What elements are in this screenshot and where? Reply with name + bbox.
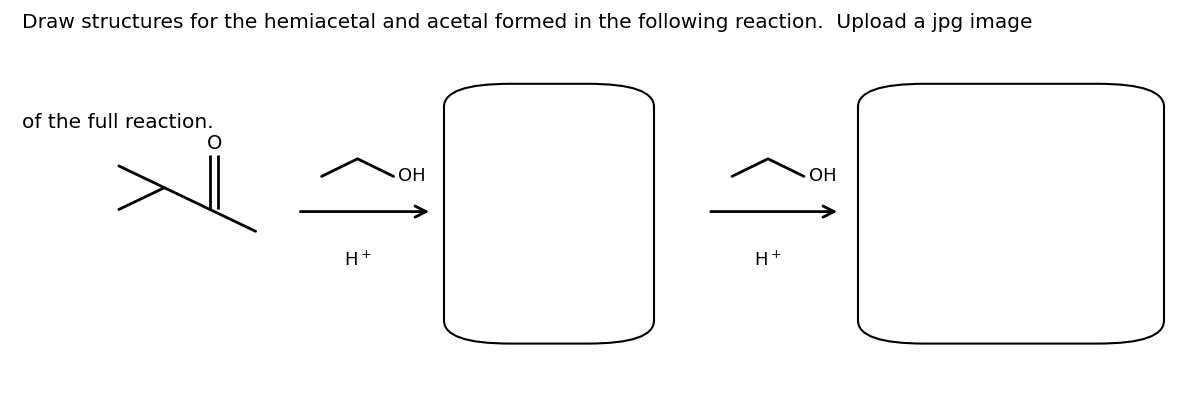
Text: H$^+$: H$^+$ xyxy=(344,250,371,269)
Text: OH: OH xyxy=(398,168,426,185)
Text: H$^+$: H$^+$ xyxy=(755,250,781,269)
FancyBboxPatch shape xyxy=(858,84,1164,344)
FancyBboxPatch shape xyxy=(444,84,654,344)
Text: O: O xyxy=(206,134,222,153)
Text: Draw structures for the hemiacetal and acetal formed in the following reaction. : Draw structures for the hemiacetal and a… xyxy=(22,13,1032,31)
Text: OH: OH xyxy=(809,168,836,185)
Text: of the full reaction.: of the full reaction. xyxy=(22,113,214,132)
